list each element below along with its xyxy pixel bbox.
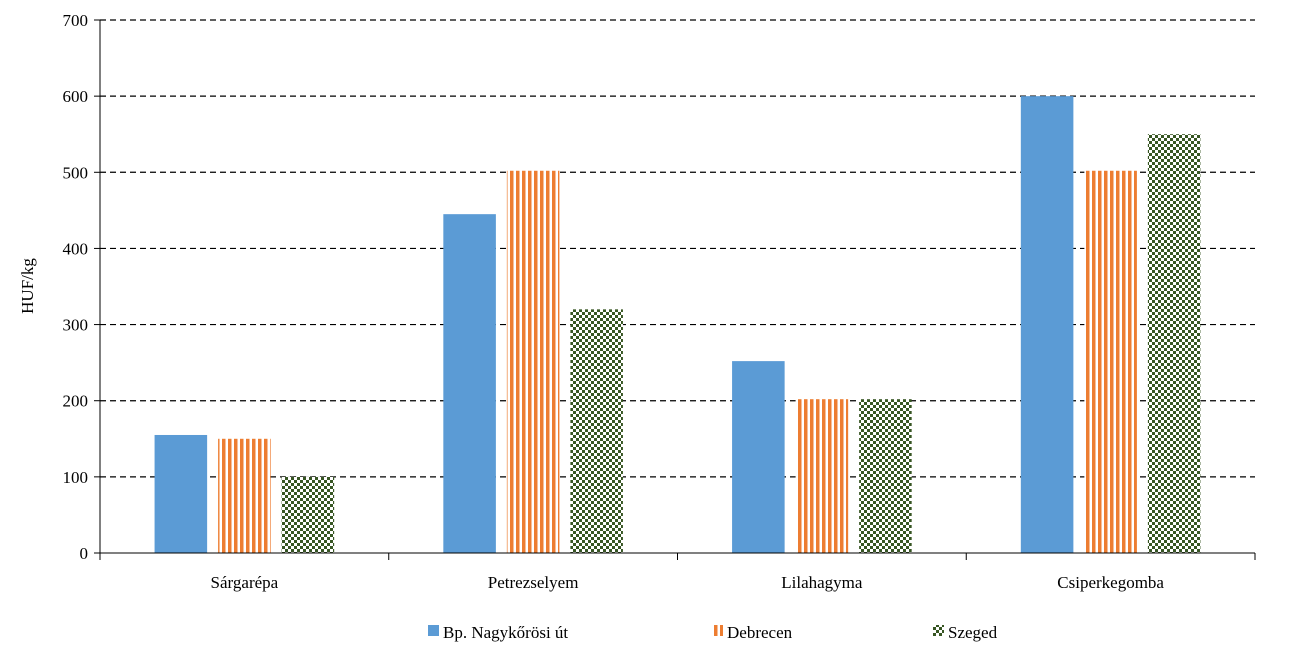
legend-swatch [933,625,944,636]
bar [218,438,271,553]
bar [570,309,623,553]
y-tick-label: 100 [63,468,89,487]
legend-swatch [428,625,439,636]
legend-label: Bp. Nagykőrösi út [443,623,568,642]
bar [281,476,335,553]
axes [94,19,1256,560]
bar [506,170,560,553]
y-axis-title: HUF/kg [18,258,37,314]
bars [154,96,1201,554]
x-tick-label: Lilahagyma [781,573,863,592]
tick-labels: 0 100 200 300 400 500 600 700 Sárgarépa Petrezsel… [63,11,1165,592]
y-tick-label: 400 [63,239,89,258]
y-tick-label: 0 [80,544,89,563]
legend: Bp. Nagykőrösi út Debrecen Szeged [428,623,998,642]
x-tick-label: Sárgarépa [211,573,279,592]
bar [1084,170,1137,553]
y-tick-label: 200 [63,392,89,411]
legend-swatch [712,625,723,636]
bar [859,399,912,553]
y-tick-label: 300 [63,316,89,335]
x-tick-label: Csiperkegomba [1057,573,1164,592]
gridlines [100,19,1255,478]
legend-label: Debrecen [727,623,793,642]
bar [1020,96,1074,554]
x-tick-label: Petrezselyem [488,573,579,592]
bar [1147,134,1201,553]
y-tick-label: 500 [63,163,89,182]
bar [732,361,785,553]
bar [154,434,208,553]
y-tick-label: 600 [63,87,89,106]
bar [795,399,849,553]
legend-label: Szeged [948,623,998,642]
bar [443,214,496,553]
y-tick-label: 700 [63,11,89,30]
